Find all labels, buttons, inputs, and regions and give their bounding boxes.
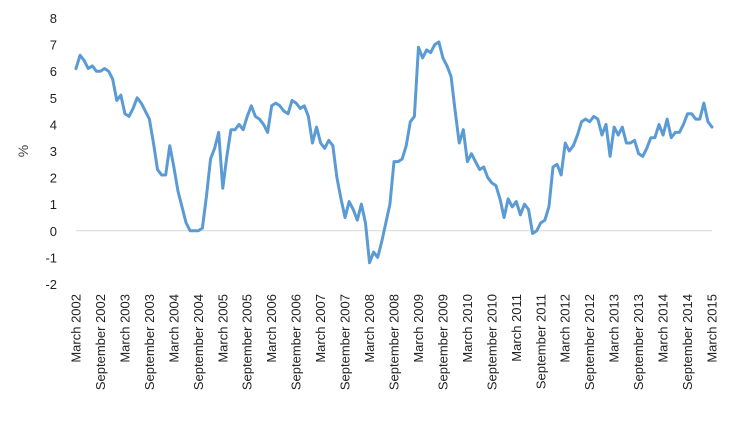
y-tick-label: -2 xyxy=(45,277,57,292)
x-tick-label: March 2014 xyxy=(656,294,671,363)
x-tick-label: September 2012 xyxy=(582,294,597,390)
x-tick-label: September 2010 xyxy=(484,294,499,390)
x-tick-label: March 2007 xyxy=(313,294,328,363)
x-tick-label: March 2008 xyxy=(362,294,377,363)
y-tick-label: 3 xyxy=(50,144,57,159)
series-layer xyxy=(74,40,714,265)
x-tick-label: September 2003 xyxy=(142,294,157,390)
y-tick-label: 5 xyxy=(50,91,57,106)
y-tick-label: 0 xyxy=(50,224,57,239)
x-tick-label: March 2010 xyxy=(460,294,475,363)
x-tick-label: September 2011 xyxy=(533,294,548,389)
x-tick-label: March 2013 xyxy=(607,294,622,363)
x-tick-label: September 2008 xyxy=(387,294,402,390)
x-tick-label: September 2005 xyxy=(240,294,255,390)
y-tick-label: 4 xyxy=(50,117,57,132)
y-tick-label: 8 xyxy=(50,11,57,26)
y-tick-label: 6 xyxy=(50,64,57,79)
y-axis-ticks: 8 7 6 5 4 3 2 1 0 -1 -2 xyxy=(45,11,57,292)
y-tick-label: -1 xyxy=(45,250,57,265)
x-tick-label: September 2002 xyxy=(93,294,108,390)
x-tick-label: September 2006 xyxy=(289,294,304,390)
x-tick-label: March 2011 xyxy=(509,294,524,362)
x-tick-label: March 2015 xyxy=(705,294,720,363)
x-tick-label: March 2004 xyxy=(166,294,181,363)
x-tick-label: September 2004 xyxy=(191,294,206,390)
x-tick-label: March 2009 xyxy=(411,294,426,363)
y-tick-label: 7 xyxy=(50,38,57,53)
y-tick-label: 1 xyxy=(50,197,57,212)
x-tick-label: September 2007 xyxy=(338,294,353,390)
x-tick-label: March 2012 xyxy=(558,294,573,363)
x-tick-label: March 2003 xyxy=(117,294,132,363)
series-line xyxy=(74,40,714,265)
x-tick-label: March 2002 xyxy=(69,294,84,363)
x-tick-label: September 2014 xyxy=(680,294,695,390)
x-tick-label: March 2006 xyxy=(264,294,279,363)
x-axis-ticks: March 2002 September 2002 March 2003 Septem… xyxy=(69,294,720,390)
y-tick-label: 2 xyxy=(50,171,57,186)
x-tick-label: September 2013 xyxy=(631,294,646,390)
x-tick-label: March 2005 xyxy=(215,294,230,363)
y-axis-title: % xyxy=(15,145,31,157)
x-tick-label: September 2009 xyxy=(435,294,450,390)
